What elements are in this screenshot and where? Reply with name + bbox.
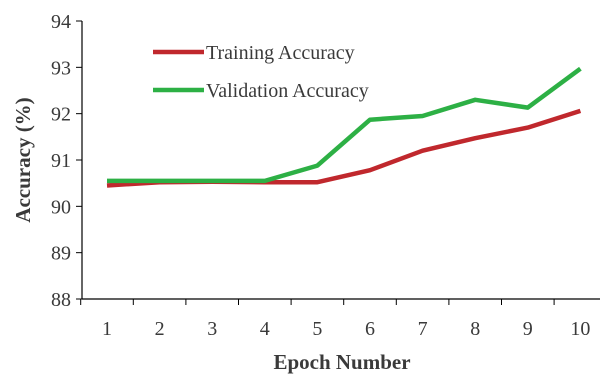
series-line-training-accuracy	[106, 108, 582, 188]
x-tick-label: 3	[207, 318, 217, 340]
legend-label-training-accuracy: Training Accuracy	[206, 42, 355, 64]
x-tick-label: 6	[365, 318, 375, 340]
series-lines	[106, 66, 582, 188]
x-tick-label: 7	[418, 318, 428, 340]
x-tick-label: 10	[570, 318, 590, 340]
y-ticks: 88 89 90 91 92 93 94	[51, 11, 82, 311]
x-tick-label: 9	[523, 318, 533, 340]
y-tick-label: 89	[51, 243, 71, 265]
y-tick-label: 91	[51, 150, 71, 172]
y-tick-label: 94	[51, 11, 71, 33]
y-axis-title: Accuracy (%)	[11, 97, 35, 222]
x-tick-label: 5	[312, 318, 322, 340]
y-tick-label: 93	[51, 57, 71, 79]
x-tick-label: 1	[102, 318, 112, 340]
x-ticks: 1 2 3 4 5 6 7 8 9 10	[80, 299, 590, 340]
legend-label-validation-accuracy: Validation Accuracy	[206, 80, 369, 102]
x-axis-title: Epoch Number	[273, 350, 410, 374]
x-tick-label: 4	[260, 318, 270, 340]
x-tick-label: 2	[155, 318, 165, 340]
legend: Training Accuracy Validation Accuracy	[153, 42, 369, 102]
y-tick-label: 92	[51, 104, 71, 126]
x-tick-label: 8	[470, 318, 480, 340]
y-tick-label: 90	[51, 196, 71, 218]
series-line-validation-accuracy	[107, 66, 582, 184]
y-tick-label: 88	[51, 289, 71, 311]
